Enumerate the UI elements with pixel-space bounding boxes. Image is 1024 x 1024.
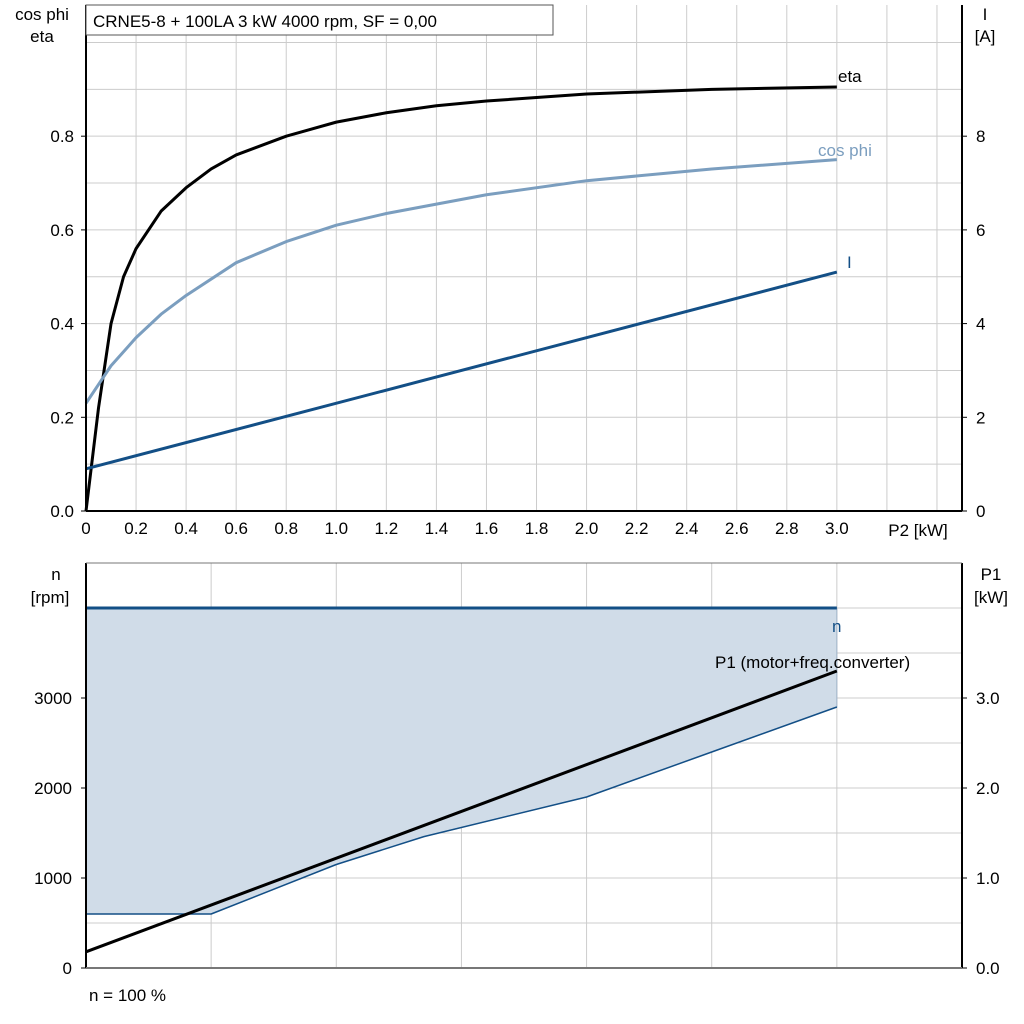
x-axis-label: P2 [kW]: [888, 521, 948, 540]
label-eta: eta: [838, 67, 862, 86]
x-tick-label: 1.4: [425, 519, 449, 538]
bottom-y-right-tick-label: 2.0: [976, 779, 1000, 798]
axes: [81, 5, 967, 969]
label-cos-phi: cos phi: [818, 141, 872, 160]
x-tick-label: 1.6: [475, 519, 499, 538]
title-box: [85, 4, 554, 36]
y-left-tick-label: 0.0: [50, 502, 74, 521]
bottom-y-right-label-2: [kW]: [974, 588, 1008, 607]
y-left-tick-label: 0.2: [50, 408, 74, 427]
bottom-y-left-label-1: n: [51, 565, 60, 584]
y-left-tick-label: 0.6: [50, 221, 74, 240]
x-tick-label: 1.2: [375, 519, 399, 538]
series-cos-phi: [84, 158, 837, 405]
label-I: I: [847, 253, 852, 272]
y-right-tick-label: 8: [976, 127, 985, 146]
y-left-tick-label: 0.4: [50, 315, 74, 334]
x-tick-label: 0.4: [174, 519, 198, 538]
bottom-y-left-tick-label: 0: [63, 959, 72, 978]
bottom-y-left-label-2: [rpm]: [31, 588, 70, 607]
bottom-y-left-tick-label: 3000: [34, 689, 72, 708]
series-lower-limit: [86, 706, 838, 915]
y-right-tick-label: 0: [976, 502, 985, 521]
y-right-tick-label: 6: [976, 221, 985, 240]
x-tick-label: 2.4: [675, 519, 699, 538]
x-tick-label: 2.2: [625, 519, 649, 538]
x-tick-label: 0: [81, 519, 90, 538]
bottom-y-right-tick-label: 0.0: [976, 959, 1000, 978]
series-eta: [84, 85, 837, 512]
y-left-label-1: cos phi: [15, 5, 69, 24]
bottom-y-left-tick-label: 2000: [34, 779, 72, 798]
bottom-y-right-label-1: P1: [981, 565, 1002, 584]
label-P1: P1 (motor+freq.converter): [715, 653, 910, 672]
x-tick-label: 0.6: [224, 519, 248, 538]
x-tick-label: 0.8: [274, 519, 298, 538]
x-tick-label: 2.6: [725, 519, 749, 538]
y-right-tick-label: 4: [976, 315, 985, 334]
bottom-y-right-tick-label: 1.0: [976, 869, 1000, 888]
bottom-y-left-tick-label: 1000: [34, 869, 72, 888]
series-I: [85, 270, 838, 471]
y-right-label-1: I: [983, 5, 988, 24]
y-right-label-2: [A]: [975, 27, 996, 46]
x-tick-label: 2.0: [575, 519, 599, 538]
y-left-tick-label: 0.8: [50, 127, 74, 146]
x-tick-label: 1.8: [525, 519, 549, 538]
x-tick-label: 3.0: [825, 519, 849, 538]
top-grid: [85, 5, 962, 512]
chart-title: CRNE5-8 + 100LA 3 kW 4000 rpm, SF = 0,00: [93, 12, 437, 31]
series-lines: [84, 85, 838, 954]
label-n: n: [832, 617, 841, 636]
x-tick-label: 2.8: [775, 519, 799, 538]
x-tick-label: 0.2: [124, 519, 148, 538]
tick-labels: 0 0.2 0.4 0.6 0.8 1.0 1.2 1.4 1.6 1.8 2.0 2.2 2.4 2.6…: [34, 127, 999, 978]
y-left-label-2: eta: [30, 27, 54, 46]
footer-note: n = 100 %: [89, 986, 166, 1005]
y-right-tick-label: 2: [976, 408, 985, 427]
bottom-y-right-tick-label: 3.0: [976, 689, 1000, 708]
series-P1: [85, 669, 838, 954]
x-tick-label: 1.0: [324, 519, 348, 538]
